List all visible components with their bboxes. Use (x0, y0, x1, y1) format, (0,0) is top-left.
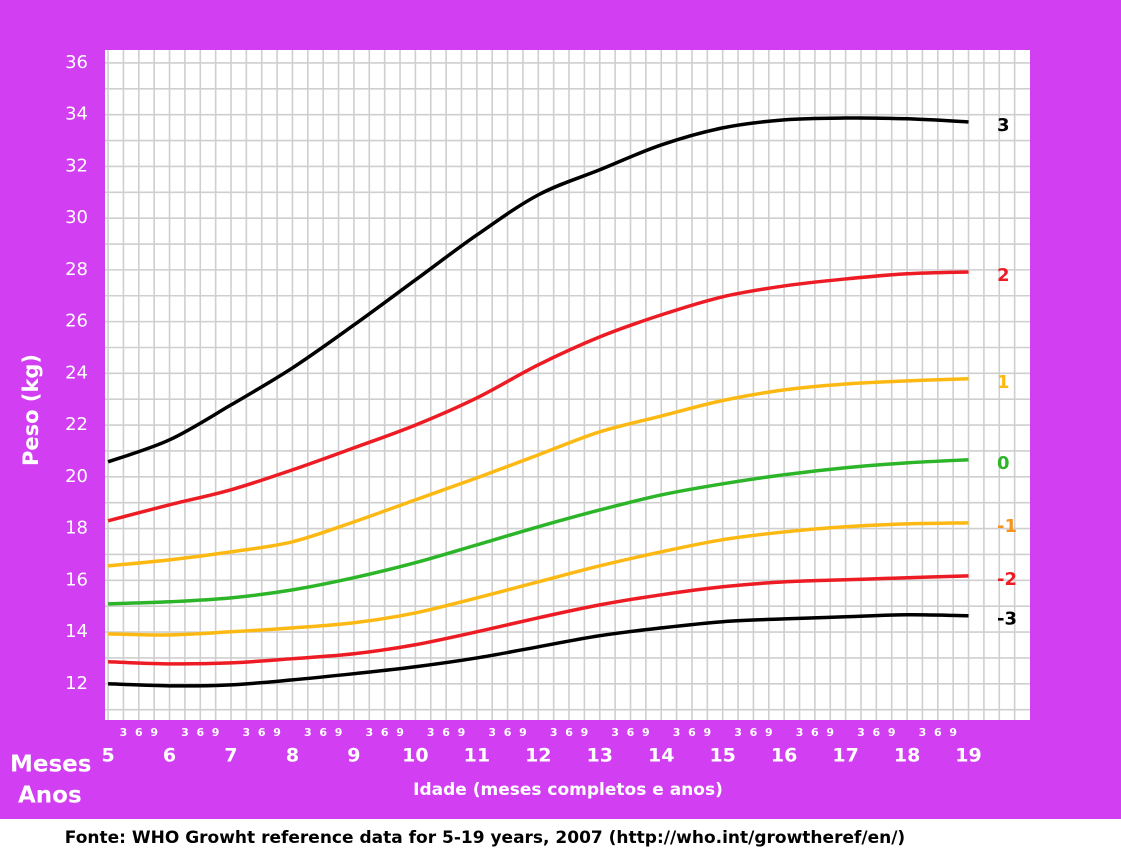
y-tick-label: 18 (65, 518, 88, 539)
y-tick-label: 32 (65, 155, 88, 176)
y-tick-label: 28 (65, 259, 88, 280)
series-label: 3 (997, 115, 1010, 136)
series-line (108, 521, 969, 637)
month-tick-label: 9 (396, 726, 404, 739)
month-tick-label: 9 (765, 726, 773, 739)
month-tick-label: 9 (888, 726, 896, 739)
series-label: 0 (997, 453, 1010, 474)
x-axis-label: Idade (meses completos e anos) (413, 780, 723, 800)
x-tick-label: 10 (402, 745, 428, 767)
month-tick-label: 9 (150, 726, 158, 739)
series-label: 2 (997, 265, 1010, 286)
series-label: 1 (997, 372, 1010, 393)
month-tick-label: 9 (703, 726, 711, 739)
month-tick-label: 6 (750, 726, 758, 739)
y-tick-label: 14 (65, 621, 88, 642)
month-tick-label: 3 (857, 726, 865, 739)
month-tick-label: 9 (458, 726, 466, 739)
x-tick-label: 11 (464, 745, 490, 767)
x-tick-label: 19 (955, 745, 981, 767)
month-tick-label: 3 (919, 726, 927, 739)
y-tick-label: 24 (65, 362, 88, 383)
y-tick-label: 16 (65, 569, 88, 590)
month-tick-label: 6 (627, 726, 635, 739)
month-tick-label: 6 (811, 726, 819, 739)
series-label: -3 (997, 609, 1017, 630)
month-tick-label: 9 (581, 726, 589, 739)
month-tick-label: 3 (304, 726, 312, 739)
series-line (107, 270, 969, 523)
month-tick-label: 3 (120, 726, 128, 739)
month-tick-label: 3 (673, 726, 681, 739)
lines (107, 116, 969, 688)
month-tick-label: 3 (181, 726, 189, 739)
month-tick-label: 3 (243, 726, 251, 739)
source-note: Fonte: WHO Growht reference data for 5-1… (65, 828, 905, 848)
month-tick-label: 6 (934, 726, 942, 739)
month-tick-label: 6 (135, 726, 143, 739)
x-tick-label: 14 (648, 745, 674, 767)
month-tick-label: 6 (504, 726, 512, 739)
series-label: -1 (997, 516, 1017, 537)
x-tick-label: 17 (832, 745, 858, 767)
month-tick-label: 9 (949, 726, 957, 739)
month-tick-label: 6 (258, 726, 266, 739)
month-tick-label: 6 (688, 726, 696, 739)
x-tick-label: 6 (163, 745, 176, 767)
y-tick-label: 34 (65, 104, 88, 125)
month-tick-label: 9 (335, 726, 343, 739)
series-label: -2 (997, 569, 1017, 590)
y-axis-label: Peso (kg) (19, 354, 43, 466)
month-tick-label: 9 (826, 726, 834, 739)
x-tick-label: 5 (101, 745, 114, 767)
y-tick-label: 36 (65, 52, 88, 73)
month-tick-label: 9 (642, 726, 650, 739)
y-tick-label: 30 (65, 207, 88, 228)
y-tick-label: 20 (65, 466, 88, 487)
month-tick-label: 3 (611, 726, 619, 739)
month-tick-label: 3 (796, 726, 804, 739)
month-tick-label: 6 (196, 726, 204, 739)
month-tick-label: 6 (319, 726, 327, 739)
x-tick-label: 7 (224, 745, 237, 767)
month-tick-label: 3 (365, 726, 373, 739)
x-tick-label: 9 (347, 745, 360, 767)
month-tick-label: 6 (442, 726, 450, 739)
x-tick-label: 12 (525, 745, 551, 767)
y-tick-label: 22 (65, 414, 88, 435)
series-line (107, 377, 969, 568)
month-tick-label: 3 (550, 726, 558, 739)
grid (105, 50, 1030, 720)
x-tick-label: 8 (286, 745, 299, 767)
month-row-label: Meses (10, 752, 91, 778)
x-tick-label: 18 (894, 745, 920, 767)
series-line (108, 458, 969, 606)
series-line (108, 574, 969, 666)
y-tick-label: 26 (65, 311, 88, 332)
month-tick-label: 9 (519, 726, 527, 739)
month-tick-label: 9 (273, 726, 281, 739)
x-tick-label: 16 (771, 745, 797, 767)
month-tick-label: 6 (565, 726, 573, 739)
series-line (108, 612, 969, 688)
series-line (107, 116, 969, 464)
month-tick-label: 3 (488, 726, 496, 739)
x-tick-label: 15 (709, 745, 735, 767)
month-tick-label: 3 (427, 726, 435, 739)
y-tick-label: 12 (65, 673, 88, 694)
month-tick-label: 6 (873, 726, 881, 739)
x-tick-label: 13 (587, 745, 613, 767)
month-tick-label: 3 (734, 726, 742, 739)
month-tick-label: 6 (381, 726, 389, 739)
month-tick-label: 9 (212, 726, 220, 739)
year-row-label: Anos (18, 783, 82, 809)
